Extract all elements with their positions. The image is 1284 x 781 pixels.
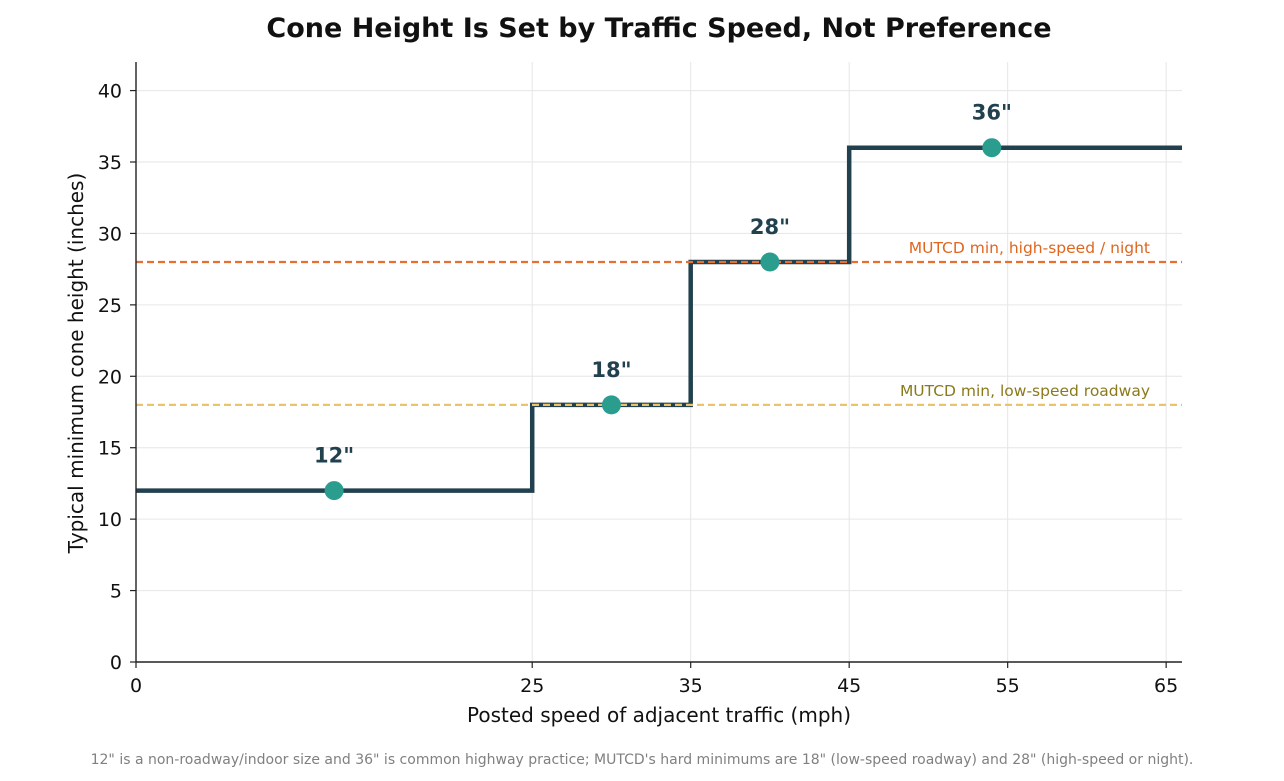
y-tick-label: 35 [98, 152, 122, 174]
x-tick-label: 0 [130, 675, 142, 697]
data-point [324, 481, 344, 501]
reference-lines: MUTCD min, high-speed / night MUTCD min, … [136, 239, 1182, 406]
y-tick-label: 25 [98, 295, 122, 317]
grid [136, 62, 1182, 662]
x-tick-label: 55 [996, 675, 1020, 697]
y-tick-label: 0 [110, 652, 122, 674]
data-point-label: 12" [314, 444, 354, 468]
data-point-label: 36" [972, 101, 1012, 125]
data-point-label: 18" [591, 358, 631, 382]
x-tick-label: 65 [1154, 675, 1178, 697]
step-line [136, 145, 1182, 493]
y-tick-label: 20 [98, 366, 122, 388]
reference-line-label: MUTCD min, high-speed / night [909, 239, 1150, 257]
x-tick-label: 35 [679, 675, 703, 697]
y-tick-label: 30 [98, 223, 122, 245]
data-point [601, 395, 621, 415]
y-tick-label: 5 [110, 581, 122, 603]
x-tick-label: 45 [837, 675, 861, 697]
y-tick-label: 40 [98, 81, 122, 103]
data-point [760, 252, 780, 272]
reference-line-label: MUTCD min, low-speed roadway [900, 382, 1150, 400]
y-tick-label: 15 [98, 438, 122, 460]
x-axis-label: Posted speed of adjacent traffic (mph) [467, 703, 851, 727]
data-point-label: 28" [750, 215, 790, 239]
data-point [982, 138, 1002, 158]
y-tick-label: 10 [98, 509, 122, 531]
step-line-layer [136, 145, 1182, 493]
y-axis-label: Typical minimum cone height (inches) [64, 173, 88, 555]
footnote: 12" is a non-roadway/indoor size and 36"… [91, 752, 1194, 768]
chart-title: Cone Height Is Set by Traffic Speed, Not… [266, 13, 1051, 44]
axes [130, 62, 1182, 668]
x-tick-label: 25 [520, 675, 544, 697]
data-points: 12" 18" 28" 36" [314, 101, 1012, 501]
tick-labels: 0 25 35 45 55 65 0 5 10 15 20 25 30 35 40 [98, 81, 1178, 697]
